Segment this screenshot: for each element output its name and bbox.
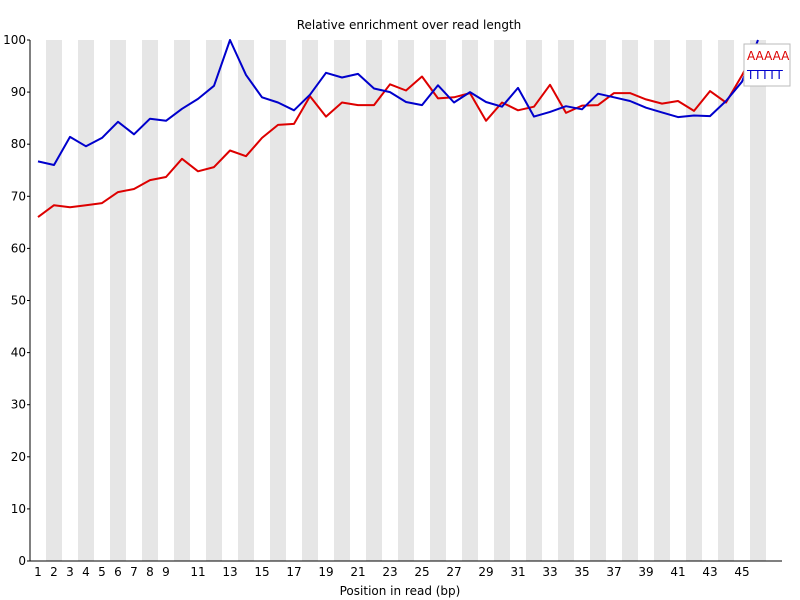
- x-tick-label: 45: [734, 565, 749, 579]
- x-tick-label: 25: [414, 565, 429, 579]
- y-tick-layer: 0 10 20 30 40 50 60 70 80 90 100: [3, 33, 30, 568]
- x-tick-label: 15: [254, 565, 269, 579]
- grid-band: [302, 40, 318, 561]
- x-tick-label: 21: [350, 565, 365, 579]
- grid-band: [558, 40, 574, 561]
- grid-band: [174, 40, 190, 561]
- y-tick-label: 100: [3, 33, 26, 47]
- y-tick-label: 0: [18, 554, 26, 568]
- y-tick-label: 40: [11, 346, 26, 360]
- series-line-aaaaa: [37, 43, 759, 218]
- grid-band: [238, 40, 254, 561]
- x-tick-label: 35: [574, 565, 589, 579]
- y-tick-label: 90: [11, 85, 26, 99]
- x-tick-layer: 1 2 3 4 5 6 7 8 9 11 13 15 17 19 21 23 25 27 29 31 33 35 37 39 4…: [34, 565, 749, 579]
- grid-band: [334, 40, 350, 561]
- series-layer: [37, 39, 759, 218]
- grid-band: [750, 40, 766, 561]
- x-tick-label: 29: [478, 565, 493, 579]
- x-tick-label: 31: [510, 565, 525, 579]
- y-tick-label: 50: [11, 294, 26, 308]
- y-tick-label: 30: [11, 398, 26, 412]
- grid-band: [622, 40, 638, 561]
- grid-band: [46, 40, 62, 561]
- legend: AAAAA TTTTT: [743, 43, 791, 87]
- x-tick-label: 9: [162, 565, 170, 579]
- band-layer: [46, 40, 766, 561]
- x-tick-label: 7: [130, 565, 138, 579]
- grid-band: [270, 40, 286, 561]
- x-axis-label: Position in read (bp): [340, 584, 461, 598]
- x-tick-label: 6: [114, 565, 122, 579]
- x-tick-label: 3: [66, 565, 74, 579]
- x-tick-label: 2: [50, 565, 58, 579]
- x-tick-label: 4: [82, 565, 90, 579]
- chart-title: Relative enrichment over read length: [297, 18, 522, 32]
- grid-band: [398, 40, 414, 561]
- x-tick-label: 37: [606, 565, 621, 579]
- y-tick-label: 10: [11, 502, 26, 516]
- grid-band: [590, 40, 606, 561]
- grid-band: [494, 40, 510, 561]
- grid-band: [686, 40, 702, 561]
- x-tick-label: 17: [286, 565, 301, 579]
- legend-entry-aaaaa: AAAAA: [747, 49, 790, 63]
- grid-band: [462, 40, 478, 561]
- grid-band: [78, 40, 94, 561]
- x-tick-label: 11: [190, 565, 205, 579]
- y-tick-label: 20: [11, 450, 26, 464]
- grid-band: [430, 40, 446, 561]
- grid-band: [526, 40, 542, 561]
- x-tick-label: 1: [34, 565, 42, 579]
- grid-band: [718, 40, 734, 561]
- grid-band: [206, 40, 222, 561]
- x-tick-label: 5: [98, 565, 106, 579]
- y-tick-label: 70: [11, 189, 26, 203]
- x-tick-label: 13: [222, 565, 237, 579]
- grid-band: [110, 40, 126, 561]
- y-tick-label: 60: [11, 241, 26, 255]
- legend-entry-ttttt: TTTTT: [746, 68, 783, 82]
- x-tick-label: 8: [146, 565, 154, 579]
- x-tick-label: 19: [318, 565, 333, 579]
- x-tick-label: 33: [542, 565, 557, 579]
- legend-box: [743, 43, 791, 87]
- x-tick-label: 27: [446, 565, 461, 579]
- series-line-ttttt: [37, 39, 759, 166]
- x-tick-label: 43: [702, 565, 717, 579]
- x-tick-label: 23: [382, 565, 397, 579]
- x-tick-label: 39: [638, 565, 653, 579]
- y-tick-label: 80: [11, 137, 26, 151]
- grid-band: [366, 40, 382, 561]
- grid-band: [654, 40, 670, 561]
- x-tick-label: 41: [670, 565, 685, 579]
- grid-band: [142, 40, 158, 561]
